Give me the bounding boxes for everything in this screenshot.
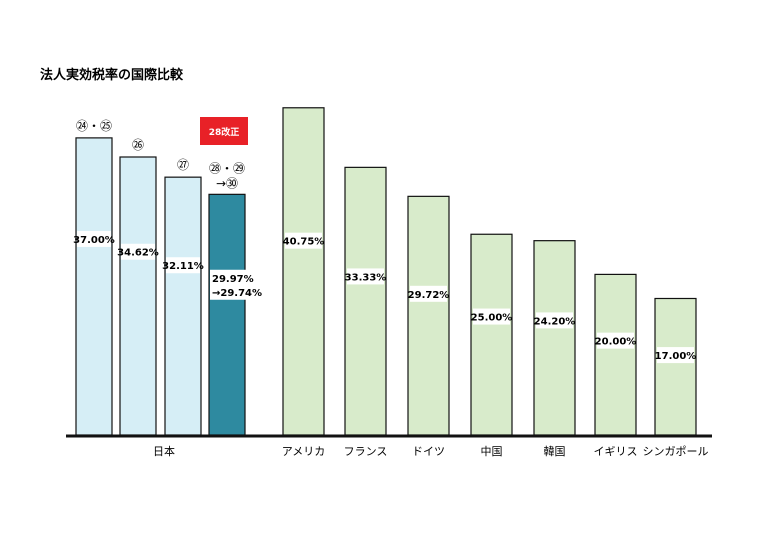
value-label-bg (166, 257, 200, 274)
japan-bar (208, 193, 246, 436)
year-label: ㉘・㉙ (209, 161, 245, 175)
value-label: 25.00% (471, 313, 513, 324)
revision-badge-label: 28改正 (209, 126, 240, 138)
value-label-bg (210, 269, 258, 300)
revision-badge: 28改正 (200, 117, 248, 145)
country-bar (470, 233, 513, 436)
value-label: 32.11% (162, 261, 204, 272)
japan-bar (75, 137, 113, 436)
value-label-bg (473, 308, 510, 325)
japan-group-label: 日本 (153, 444, 175, 458)
japan-bar (119, 156, 157, 436)
year-label: ㉗ (177, 158, 189, 172)
country-bar (654, 297, 697, 436)
country-bar (594, 273, 637, 436)
value-label: 17.00% (655, 351, 697, 362)
value-label-bg (536, 312, 573, 329)
value-label: 34.62% (117, 248, 159, 259)
value-label: 40.75% (283, 237, 325, 248)
value-label: 29.72% (408, 290, 450, 301)
value-label-bg (597, 332, 634, 349)
revision-badge-bg (200, 117, 248, 145)
chart-title: 法人実効税率の国際比較 (40, 68, 184, 83)
value-label: 24.20% (534, 316, 576, 327)
value-label: →29.74% (212, 288, 262, 299)
country-label: 韓国 (544, 445, 566, 458)
value-label-bg (657, 347, 694, 364)
japan-bar (164, 176, 202, 436)
country-bar (533, 240, 576, 436)
value-label-bg (410, 285, 447, 302)
year-label: →㉚ (216, 176, 238, 190)
country-bar (407, 195, 450, 436)
year-label: ㉖ (132, 138, 144, 152)
bars-layer: 37.00% ㉔・㉕ 34.62% ㉖ 32.11% ㉗ 29.97% →29.74% ㉘・㉙→… (73, 107, 709, 458)
country-label: イギリス (594, 445, 638, 458)
country-label: ドイツ (412, 445, 445, 458)
value-label: 20.00% (595, 337, 637, 348)
country-label: アメリカ (282, 445, 325, 458)
country-bar (344, 166, 387, 436)
country-label: 中国 (481, 445, 503, 458)
country-bar (282, 107, 325, 436)
value-label: 33.33% (345, 272, 387, 283)
value-label-bg (347, 268, 384, 285)
value-label: 29.97% (212, 274, 254, 285)
value-label-bg (285, 232, 322, 249)
country-label: シンガポール (643, 445, 709, 458)
value-label: 37.00% (73, 235, 115, 246)
country-label: フランス (344, 445, 388, 458)
value-label-bg (121, 243, 155, 260)
year-label: ㉔・㉕ (76, 119, 112, 133)
value-label-bg (77, 230, 111, 247)
